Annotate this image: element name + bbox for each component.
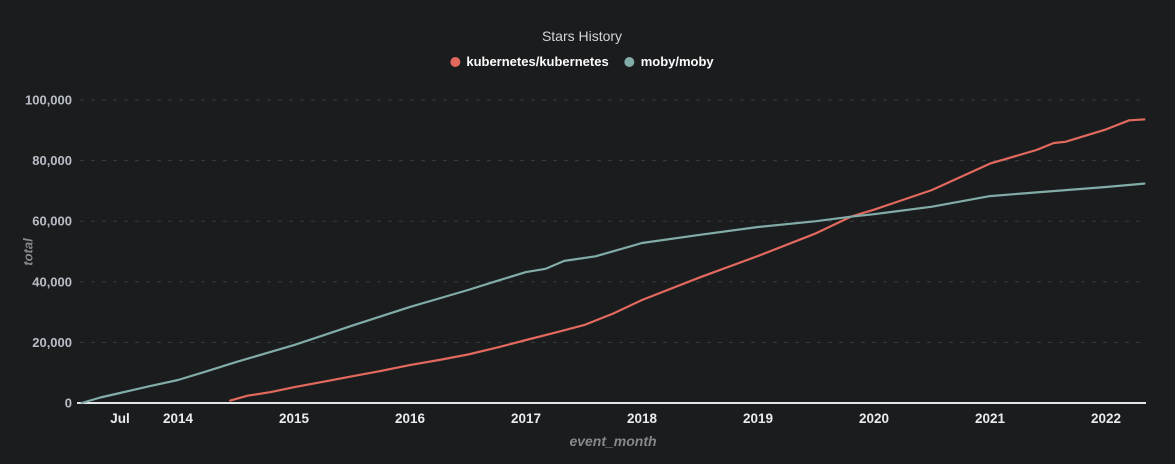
legend-item-kubernetes-kubernetes[interactable]: kubernetes/kubernetes	[450, 54, 609, 69]
x-tick-label: 2016	[395, 411, 426, 426]
x-tick-label: 2019	[743, 411, 773, 426]
x-tick-label: Jul	[110, 411, 130, 426]
series-line-moby-moby	[80, 182, 1146, 405]
y-tick-label: 40,000	[32, 274, 72, 289]
series-line-kubernetes-kubernetes	[229, 118, 1146, 402]
x-tick-label: 2018	[627, 411, 658, 426]
x-tick-label: 2015	[279, 411, 310, 426]
x-tick-label: 2014	[163, 411, 194, 426]
y-tick-label: 100,000	[25, 93, 72, 108]
legend-swatch-icon	[624, 56, 635, 67]
x-tick-label: 2020	[859, 411, 889, 426]
legend-label: kubernetes/kubernetes	[466, 54, 609, 69]
legend-item-moby-moby[interactable]: moby/moby	[624, 54, 714, 69]
chart-title: Stars History	[541, 28, 623, 44]
x-tick-label: 2021	[975, 411, 1006, 426]
chart-legend: kubernetes/kubernetes moby/moby	[450, 54, 714, 69]
y-tick-label: 80,000	[32, 153, 72, 168]
y-tick-label: 20,000	[32, 335, 72, 350]
legend-swatch-icon	[450, 56, 461, 67]
y-tick-label: 0	[65, 396, 72, 411]
legend-label: moby/moby	[640, 54, 714, 69]
y-tick-label: 60,000	[32, 214, 72, 229]
x-tick-label: 2017	[511, 411, 541, 426]
x-tick-label: 2022	[1091, 411, 1121, 426]
x-axis-title: event_month	[569, 433, 657, 449]
